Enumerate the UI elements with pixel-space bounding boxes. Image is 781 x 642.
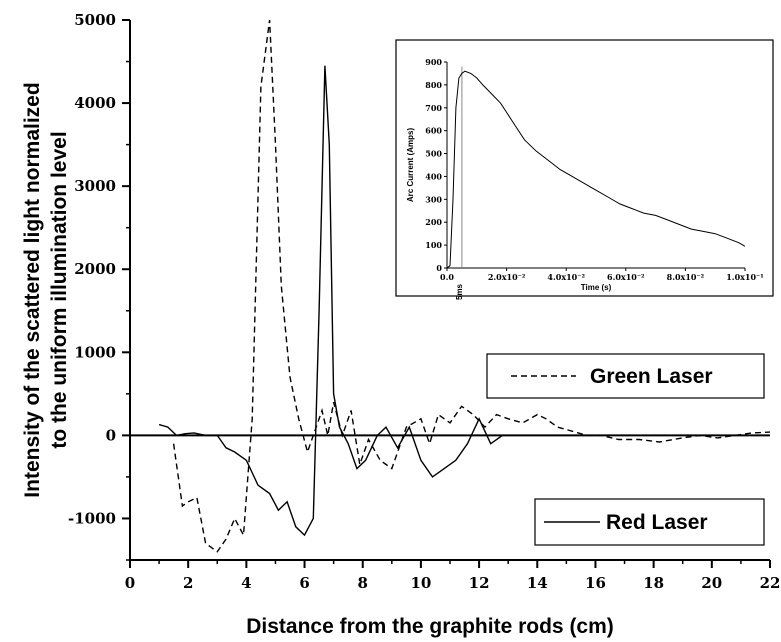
inset-x-ticks: 0.0 2.0x10⁻² 4.0x10⁻² 6.0x10⁻² 8.0x10⁻² 1.0x1…: [440, 268, 764, 282]
inset-x-tick-label: 0.0: [440, 272, 454, 282]
inset-y-tick-label: 400: [425, 171, 442, 181]
inset-y-tick-label: 700: [425, 103, 442, 113]
main-x-tick-label: 20: [701, 574, 722, 592]
y-axis-title-line-1: Intensity of the scattered light normali…: [21, 82, 44, 497]
inset-x-axis-title: Time (s): [581, 283, 612, 292]
main-x-tick-label: 14: [527, 574, 548, 592]
inset-5ms-label: 5ms: [455, 283, 464, 300]
main-x-tick-label: 2: [183, 574, 193, 592]
series-line-red-laser: [158, 65, 503, 537]
legend-green-label: Green Laser: [590, 365, 713, 388]
inset-y-axis-title: Arc Current (Amps): [406, 128, 415, 203]
series-line-arc-current: [446, 70, 746, 269]
inset-y-tick-label: 900: [425, 57, 442, 67]
legend-green: Green Laser: [486, 353, 765, 399]
main-x-tick-label: 8: [358, 574, 368, 592]
main-x-tick-label: 4: [241, 574, 251, 592]
main-x-tick-label: 10: [410, 574, 431, 592]
inset-x-tick-label: 6.0x10⁻²: [607, 272, 645, 282]
main-x-tick-label: 16: [585, 574, 606, 592]
inset-chart: 0 100 200 300 400 500 600 700 800 900 0.0 2.0x10⁻²…: [395, 39, 774, 300]
inset-x-tick-label: 4.0x10⁻²: [547, 272, 585, 282]
inset-y-tick-label: 300: [425, 194, 442, 204]
main-x-tick-label: 18: [643, 574, 664, 592]
inset-y-tick-label: 200: [425, 217, 442, 227]
main-y-tick-label: 5000: [74, 11, 116, 29]
main-y-tick-label: 4000: [74, 94, 116, 112]
inset-y-tick-label: 100: [425, 240, 442, 250]
main-y-tick-label: 2000: [74, 260, 116, 278]
main-x-tick-label: 22: [760, 574, 781, 592]
main-y-tick-label: -1000: [68, 509, 116, 527]
main-x-tick-label: 6: [299, 574, 309, 592]
inset-y-ticks: 0 100 200 300 400 500 600 700 800 900: [425, 57, 447, 273]
main-y-tick-label: 0: [106, 426, 116, 444]
x-axis-title: Distance from the graphite rods (cm): [246, 615, 614, 638]
inset-y-tick-label: 0: [436, 263, 442, 273]
main-x-ticks: 0 2 4 6 8 10 12 14 16 18 20 22: [125, 560, 781, 592]
inset-y-tick-label: 500: [425, 149, 442, 159]
legend-red-label: Red Laser: [606, 511, 708, 534]
main-y-tick-label: 1000: [74, 343, 116, 361]
main-x-tick-label: 0: [125, 574, 135, 592]
main-x-tick-label: 12: [469, 574, 490, 592]
inset-x-tick-label: 8.0x10⁻²: [667, 272, 705, 282]
inset-x-tick-label: 2.0x10⁻²: [488, 272, 526, 282]
main-y-tick-label: 3000: [74, 177, 116, 195]
legend-red: Red Laser: [534, 498, 765, 546]
y-axis-title-line-2: to the uniform illumination level: [48, 131, 71, 448]
series-line-green-laser: [172, 19, 771, 553]
legend-green-box: [486, 353, 765, 399]
inset-x-tick-label: 1.0x10⁻¹: [726, 272, 764, 282]
inset-y-tick-label: 800: [425, 80, 442, 90]
inset-y-tick-label: 600: [425, 126, 442, 136]
main-y-ticks: -1000 0 1000 2000 3000 4000 5000: [68, 11, 130, 561]
inset-frame: [395, 39, 774, 297]
